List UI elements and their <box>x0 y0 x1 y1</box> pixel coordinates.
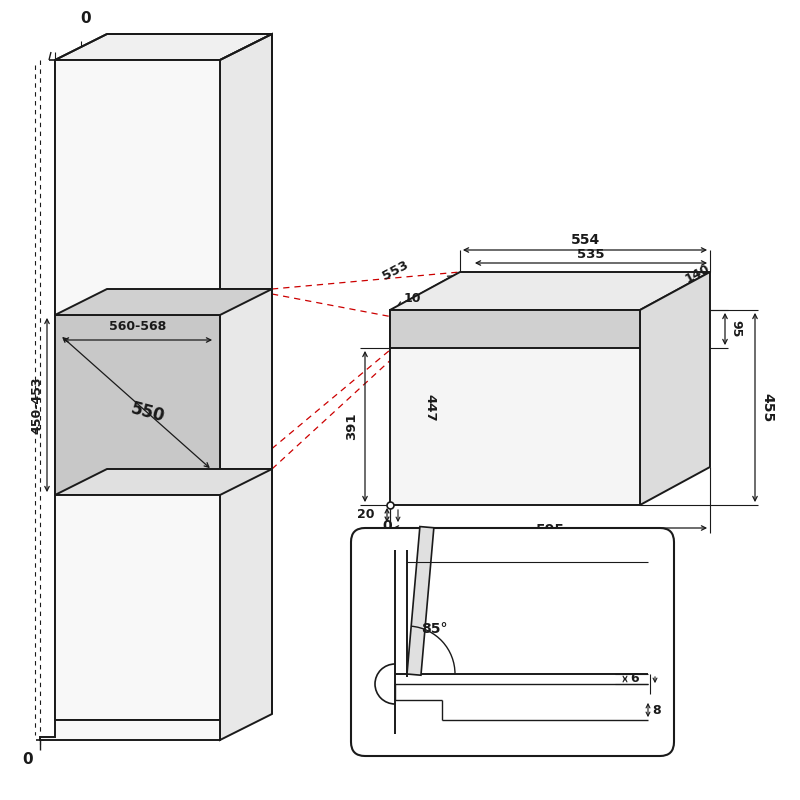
Polygon shape <box>390 310 640 505</box>
Polygon shape <box>55 469 272 495</box>
Polygon shape <box>55 315 220 495</box>
Text: 554: 554 <box>570 233 600 247</box>
Polygon shape <box>390 272 710 310</box>
Text: 550: 550 <box>129 400 166 426</box>
Polygon shape <box>640 272 710 505</box>
Text: 95: 95 <box>729 320 742 338</box>
Text: 447: 447 <box>423 394 436 422</box>
Text: 595: 595 <box>535 523 565 537</box>
Text: 20: 20 <box>358 509 375 522</box>
Text: 140: 140 <box>683 262 712 286</box>
Text: 455: 455 <box>760 393 774 422</box>
Polygon shape <box>220 34 272 740</box>
Text: 450-453: 450-453 <box>30 376 43 434</box>
FancyBboxPatch shape <box>351 528 674 756</box>
Text: 8: 8 <box>652 703 661 717</box>
Text: 6: 6 <box>630 673 638 686</box>
Text: 0: 0 <box>382 519 392 533</box>
Text: 560-568: 560-568 <box>109 320 166 333</box>
Text: 348: 348 <box>513 545 542 559</box>
Polygon shape <box>55 495 220 720</box>
Polygon shape <box>390 310 640 348</box>
Text: 553: 553 <box>380 258 410 283</box>
Text: 391: 391 <box>345 413 358 440</box>
Polygon shape <box>55 289 272 315</box>
Polygon shape <box>55 34 272 60</box>
Text: 10: 10 <box>403 291 421 305</box>
Polygon shape <box>55 60 220 315</box>
Text: 85°: 85° <box>421 622 447 636</box>
Polygon shape <box>407 526 434 675</box>
Text: 0: 0 <box>81 11 91 26</box>
Polygon shape <box>40 720 220 740</box>
Text: 0: 0 <box>22 752 34 767</box>
Text: 535: 535 <box>578 248 605 261</box>
